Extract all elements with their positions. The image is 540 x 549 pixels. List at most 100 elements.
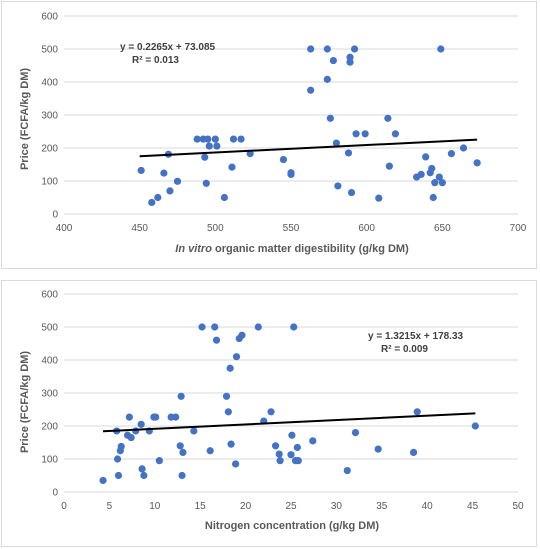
x-axis-title: Nitrogen concentration (g/kg DM) (205, 520, 380, 532)
x-tick-label: 600 (358, 223, 375, 234)
data-point (290, 323, 298, 331)
data-point (428, 164, 436, 173)
data-points (99, 323, 479, 485)
x-tick-label: 30 (331, 501, 343, 512)
data-point (132, 427, 140, 435)
data-point (140, 471, 148, 480)
x-tick-label: 700 (510, 223, 527, 234)
data-point (193, 135, 201, 143)
data-points (137, 45, 481, 207)
data-point (232, 353, 241, 361)
trendline (139, 138, 478, 158)
data-point (329, 56, 337, 65)
data-point (459, 144, 468, 152)
x-tick-label: 15 (195, 501, 207, 512)
data-point (201, 153, 209, 161)
x-axis-title-rest: organic matter digestibility (g/kg DM) (212, 243, 409, 255)
x-tick-label: 500 (207, 223, 224, 234)
data-point (351, 429, 360, 437)
data-point (125, 413, 133, 421)
data-point (361, 130, 369, 138)
data-point (173, 177, 182, 185)
data-point (343, 466, 351, 475)
trendline-equation: y = 1.3215x + 178.33 (368, 331, 464, 342)
gridlines (64, 293, 518, 493)
data-point (409, 448, 418, 456)
data-point (334, 182, 342, 190)
y-tick-label: 200 (41, 144, 58, 155)
trendline (102, 412, 476, 433)
data-point (435, 173, 443, 181)
data-point (178, 471, 186, 480)
data-point (228, 163, 236, 171)
data-point (226, 364, 234, 372)
data-point (271, 442, 280, 450)
data-point (213, 142, 221, 150)
data-point (205, 142, 213, 150)
y-tick-label: 100 (41, 177, 58, 188)
x-tick-label: 20 (240, 501, 252, 512)
data-point (384, 114, 392, 122)
x-tick-labels: 0 5 10 15 20 25 30 35 40 45 50 (61, 501, 524, 512)
data-point (332, 139, 340, 147)
data-point (179, 448, 187, 456)
y-tick-label: 200 (41, 422, 58, 433)
data-point (276, 457, 284, 465)
data-point (307, 86, 315, 94)
y-tick-label: 400 (41, 78, 58, 89)
data-point (152, 413, 160, 421)
data-point (204, 135, 212, 143)
y-tick-label: 300 (41, 389, 58, 400)
data-point (288, 431, 296, 439)
data-point (350, 45, 359, 53)
trendline-equation: y = 0.2265x + 73.085 (120, 42, 216, 53)
x-tick-label: 550 (283, 223, 300, 234)
data-point (172, 413, 180, 421)
data-point (113, 455, 122, 463)
data-point (344, 149, 353, 157)
data-point (346, 58, 354, 66)
x-tick-label: 35 (376, 501, 388, 512)
data-point (160, 169, 168, 177)
data-point (211, 135, 219, 143)
data-point (222, 392, 231, 400)
x-tick-label: 450 (131, 223, 148, 234)
data-point (385, 162, 393, 170)
data-point (323, 45, 331, 53)
x-tick-label: 650 (434, 223, 451, 234)
x-tick-labels: 400 450 500 550 600 650 700 (56, 223, 527, 234)
x-tick-label: 25 (285, 501, 297, 512)
data-point (375, 194, 383, 202)
data-point (224, 408, 232, 416)
x-tick-label: 50 (512, 501, 524, 512)
data-point (198, 323, 206, 331)
y-axis-title: Price (FCFA/kg DM) (19, 68, 31, 170)
data-point (237, 135, 245, 143)
y-tick-label: 400 (41, 356, 58, 367)
y-tick-label: 500 (41, 45, 58, 56)
y-tick-labels: 0 100 200 300 400 500 600 (41, 290, 58, 499)
data-point (254, 323, 262, 331)
data-point (279, 155, 288, 164)
data-point (293, 443, 301, 452)
data-point (202, 179, 210, 187)
y-tick-label: 300 (41, 111, 58, 122)
y-tick-label: 600 (41, 290, 58, 301)
chart-digestibility-panel: 0 100 200 300 400 500 600 400 450 500 550 600 650 70… (1, 1, 537, 269)
r-squared-label: R² = 0.009 (381, 344, 428, 355)
data-point (307, 45, 315, 53)
chart-digestibility: 0 100 200 300 400 500 600 400 450 500 550 600 650 70… (19, 12, 527, 256)
y-tick-label: 600 (41, 12, 58, 23)
data-point (287, 451, 295, 459)
data-point (326, 114, 334, 122)
r-squared-label: R² = 0.013 (132, 55, 179, 66)
data-point (148, 198, 156, 207)
data-point (413, 408, 421, 416)
data-point (287, 170, 295, 178)
data-point (212, 336, 221, 344)
data-point (229, 135, 238, 143)
data-point (309, 437, 317, 445)
data-point (374, 445, 382, 453)
x-tick-label: 45 (467, 501, 479, 512)
chart-nitrogen-panel: 0 100 200 300 400 500 600 0 5 10 15 20 25 30 35 40 45 50… (1, 280, 537, 547)
